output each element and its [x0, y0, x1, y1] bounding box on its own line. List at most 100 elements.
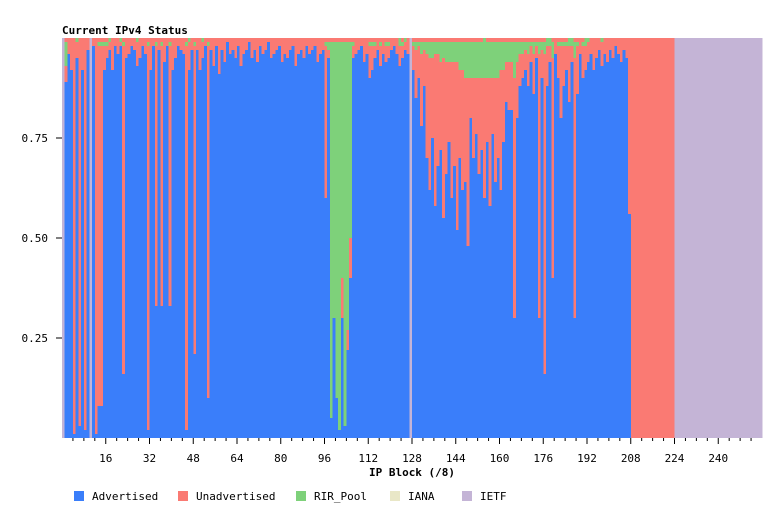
bar-43-rest	[179, 38, 183, 42]
bar-158-unadvertised	[494, 78, 498, 182]
x-tick-label: 16	[99, 452, 112, 465]
bar-199-rest	[606, 38, 610, 42]
bar-146-rest	[461, 38, 465, 42]
bar-160-unadvertised	[499, 70, 503, 190]
bar-173-advertised	[535, 58, 539, 438]
bar-30-advertised	[144, 54, 148, 438]
bar-9-rest	[86, 38, 90, 42]
bar-209-rest	[633, 38, 637, 438]
bar-176-rir-pool	[543, 42, 547, 54]
bar-18-advertised	[111, 70, 115, 438]
bar-200-unadvertised	[608, 42, 612, 50]
bar-158-rir-pool	[494, 42, 498, 78]
bar-186-unadvertised	[570, 46, 574, 62]
bar-38-rest	[165, 38, 169, 42]
bar-139-unadvertised	[442, 58, 446, 218]
bar-170-rir-pool	[526, 42, 530, 54]
bar-166-advertised	[515, 118, 519, 438]
bar-87-unadvertised	[299, 42, 303, 50]
bar-19-rest	[113, 38, 118, 42]
bar-32-unadvertised	[149, 42, 153, 70]
bar-253-ietf	[753, 38, 757, 438]
bar-101-rir-pool	[338, 42, 342, 430]
bar-202-advertised	[614, 46, 618, 438]
bar-113-rest	[370, 38, 375, 42]
bar-203-rest	[617, 38, 621, 42]
bar-146-unadvertised	[461, 70, 465, 190]
bar-162-rir-pool	[504, 42, 509, 62]
bar-102-rest	[340, 38, 344, 42]
bar-193-rest	[589, 38, 593, 42]
bar-110-unadvertised	[362, 42, 366, 62]
bar-100-advertised	[335, 398, 339, 438]
bar-217-rest	[655, 38, 659, 438]
bar-92-advertised	[313, 46, 317, 438]
bar-142-unadvertised	[450, 62, 454, 198]
bar-178-advertised	[548, 62, 552, 438]
bar-177-rir-pool	[545, 38, 550, 46]
bar-89-advertised	[305, 46, 309, 438]
bar-203-unadvertised	[617, 42, 621, 54]
bar-67-advertised	[245, 50, 249, 438]
bar-204-advertised	[619, 62, 623, 438]
bar-78-rest	[275, 38, 279, 42]
bar-144-advertised	[455, 230, 459, 438]
bar-53-unadvertised	[206, 46, 211, 398]
legend-label-iana: IANA	[408, 489, 435, 503]
bar-145-rest	[458, 38, 462, 42]
bar-90-rest	[308, 38, 312, 42]
bar-62-rest	[231, 38, 235, 42]
bar-184-rest	[565, 38, 569, 42]
bar-236-ietf	[707, 38, 711, 438]
bar-198-unadvertised	[603, 42, 607, 54]
bar-98-rir-pool	[329, 42, 334, 418]
bar-129-rir-pool	[414, 42, 418, 50]
bar-35-rest	[157, 38, 161, 42]
bar-1-unadvertised	[64, 66, 68, 82]
bar-124-unadvertised	[401, 46, 405, 58]
bar-41-rest	[174, 38, 178, 42]
bar-88-unadvertised	[302, 42, 306, 58]
bar-72-unadvertised	[258, 42, 262, 46]
bar-167-rest	[518, 38, 522, 42]
bar-188-advertised	[576, 94, 580, 438]
bar-80-advertised	[280, 62, 284, 438]
bar-45-rir-pool	[185, 42, 189, 46]
bar-176-rest	[543, 38, 547, 42]
bar-66-advertised	[242, 54, 246, 438]
bar-196-advertised	[597, 50, 602, 438]
bar-85-unadvertised	[294, 42, 298, 66]
legend-item-iana: IANA	[390, 488, 435, 504]
bar-245-ietf	[731, 38, 736, 438]
bar-239-ietf	[715, 38, 719, 438]
bar-195-rest	[595, 38, 599, 42]
bar-241-ietf	[720, 38, 725, 438]
bar-226-ietf	[679, 38, 684, 438]
bar-196-rest	[597, 38, 602, 42]
bar-191-rir-pool	[584, 38, 588, 46]
bar-152-unadvertised	[477, 78, 481, 174]
x-tick-label: 48	[187, 452, 200, 465]
bar-200-advertised	[608, 50, 612, 438]
bar-240-ietf	[718, 38, 722, 438]
bar-248-ietf	[740, 38, 744, 438]
bar-168-rest	[521, 38, 525, 42]
bar-186-rir-pool	[570, 38, 574, 46]
bar-211-rest	[638, 38, 643, 438]
bar-125-rir-pool	[403, 38, 407, 42]
bar-56-unadvertised	[215, 42, 219, 46]
bar-108-unadvertised	[357, 42, 361, 50]
bar-193-advertised	[589, 54, 593, 438]
bar-126-unadvertised	[406, 42, 410, 54]
bar-41-advertised	[174, 58, 178, 438]
bar-83-unadvertised	[288, 42, 293, 50]
bar-121-rest	[392, 38, 396, 42]
bar-190-unadvertised	[581, 46, 585, 78]
bar-71-unadvertised	[256, 42, 260, 62]
bar-122-unadvertised	[395, 42, 399, 54]
bar-149-advertised	[469, 118, 473, 438]
bar-134-unadvertised	[428, 58, 432, 190]
bar-116-rest	[379, 38, 383, 42]
bar-102-advertised	[340, 318, 344, 438]
bar-121-unadvertised	[392, 42, 396, 46]
